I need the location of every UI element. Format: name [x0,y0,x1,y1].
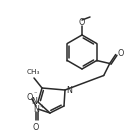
Text: +: + [39,104,43,109]
Text: O: O [118,49,124,58]
Text: O: O [27,93,33,102]
Text: CH₃: CH₃ [26,69,40,75]
Text: ⁻: ⁻ [34,91,38,97]
Text: N: N [66,86,72,94]
Text: O: O [33,123,39,132]
Text: N: N [33,104,39,114]
Text: O: O [79,18,85,27]
Text: N: N [31,97,37,107]
